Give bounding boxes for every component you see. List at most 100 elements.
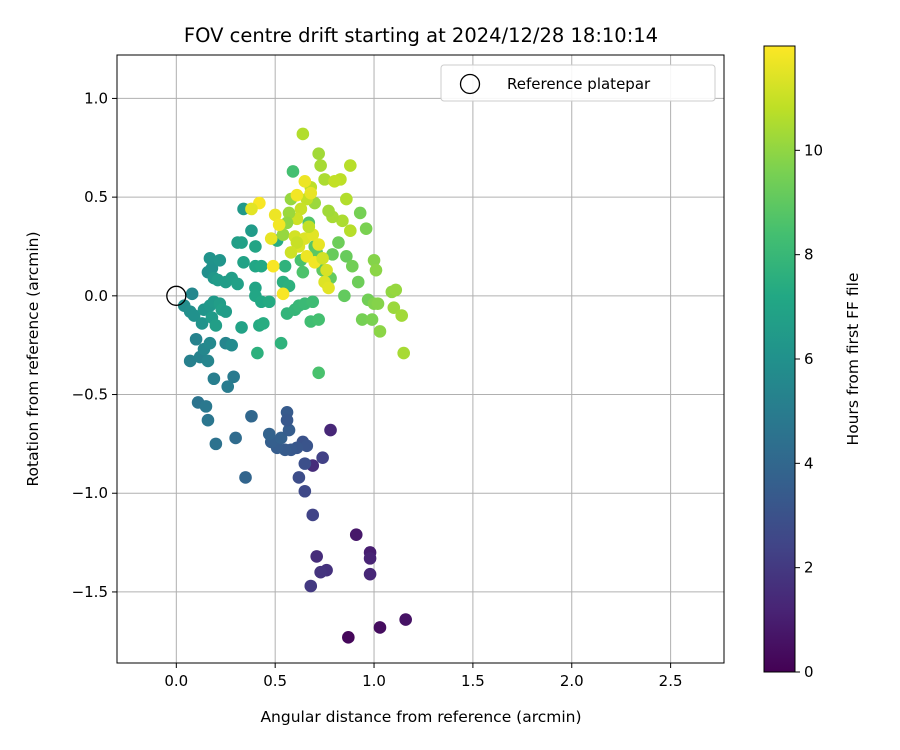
data-point (235, 321, 248, 334)
data-point (298, 175, 312, 188)
data-point (203, 336, 217, 350)
data-point (304, 186, 318, 200)
data-point (219, 305, 233, 318)
data-point (369, 263, 383, 277)
y-tick-label: 0.0 (84, 287, 108, 305)
data-point (294, 202, 308, 216)
data-point (312, 147, 325, 161)
data-point (324, 423, 337, 437)
data-point (274, 336, 288, 350)
data-point (389, 283, 403, 297)
data-point (183, 354, 197, 368)
legend-label: Reference platepar (507, 75, 651, 93)
data-point (320, 263, 333, 277)
data-point (221, 380, 235, 393)
colorbar-tick-label: 4 (804, 454, 814, 472)
data-point (231, 277, 244, 291)
data-point (312, 238, 325, 251)
x-tick-label: 1.5 (461, 672, 485, 690)
data-point (351, 275, 365, 289)
data-point (280, 413, 294, 427)
x-axis-ticks: 0.0 0.5 1.0 1.5 2.0 2.5 (164, 663, 683, 690)
data-point (373, 325, 387, 338)
data-point (312, 366, 325, 380)
data-point (349, 528, 363, 541)
data-point (326, 248, 339, 261)
colorbar-tick-label: 8 (804, 246, 814, 264)
y-tick-label: 0.5 (84, 188, 108, 206)
plot-frame (116, 54, 725, 664)
colorbar-ticks: 0 2 4 6 8 10 (795, 141, 823, 681)
legend: Reference platepar (440, 64, 716, 102)
data-point (255, 259, 268, 273)
colorbar-tick-label: 2 (804, 559, 814, 577)
data-point (353, 206, 367, 220)
data-point (322, 281, 335, 295)
data-point (209, 437, 223, 451)
data-point (209, 319, 223, 332)
data-point (302, 220, 316, 234)
data-point (262, 295, 276, 309)
data-point (345, 259, 359, 273)
data-point (207, 372, 221, 386)
x-tick-label: 0.5 (263, 672, 287, 690)
data-point (227, 370, 240, 384)
data-point (290, 236, 304, 249)
data-point (363, 567, 377, 581)
data-point (251, 346, 264, 360)
y-tick-label: −1.5 (72, 583, 108, 601)
data-point (344, 159, 357, 172)
x-tick-label: 2.0 (560, 672, 584, 690)
data-point (245, 409, 258, 423)
chart-title: FOV centre drift starting at 2024/12/28 … (184, 24, 658, 47)
data-point (306, 295, 320, 309)
data-point (201, 413, 215, 427)
data-point (185, 287, 199, 301)
data-point (187, 309, 201, 322)
colorbar-tick-label: 10 (804, 141, 823, 159)
data-point (316, 252, 329, 265)
data-point (332, 236, 345, 249)
data-point (355, 313, 369, 326)
data-point (296, 127, 310, 141)
data-point (262, 427, 276, 441)
data-point (213, 253, 227, 267)
data-point (225, 338, 238, 352)
data-point (195, 317, 209, 330)
x-tick-label: 2.5 (659, 672, 683, 690)
data-point (278, 259, 292, 273)
data-point (300, 439, 314, 453)
data-point (340, 192, 353, 206)
data-point (235, 236, 248, 249)
data-point (245, 224, 258, 237)
reference-platepar-marker (166, 285, 187, 306)
data-point (245, 202, 258, 216)
data-point (268, 208, 282, 222)
data-point (266, 259, 280, 273)
x-axis-label: Angular distance from reference (arcmin) (260, 708, 581, 726)
data-point (272, 218, 286, 232)
data-point (310, 550, 323, 563)
y-tick-label: −1.0 (72, 484, 108, 502)
data-point (249, 240, 262, 253)
data-point (290, 188, 304, 202)
x-tick-label: 1.0 (362, 672, 386, 690)
legend-marker-icon (459, 73, 481, 95)
y-axis-ticks: 1.0 0.5 0.0 −0.5 −1.0 −1.5 (72, 89, 117, 601)
colorbar (763, 45, 796, 673)
data-point (237, 255, 250, 269)
data-point (205, 261, 219, 275)
y-tick-label: 1.0 (84, 89, 108, 107)
data-point (276, 287, 290, 301)
data-point (363, 552, 377, 565)
data-point (395, 309, 409, 322)
data-point (342, 631, 355, 644)
data-point (314, 565, 327, 579)
data-point (264, 232, 278, 245)
colorbar-tick-label: 6 (804, 350, 814, 368)
data-point (276, 228, 290, 241)
data-point (274, 431, 288, 445)
data-point (399, 613, 412, 626)
scatter-points (177, 127, 412, 644)
x-tick-label: 0.0 (164, 672, 188, 690)
